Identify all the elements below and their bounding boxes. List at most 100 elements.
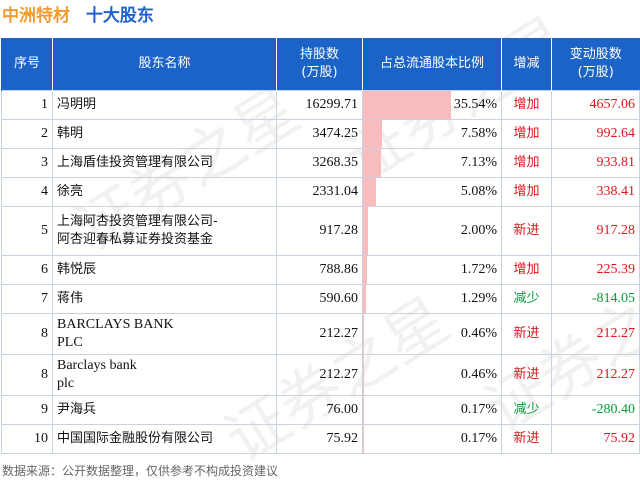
ratio-value: 2.00% — [460, 223, 497, 238]
cell-shares: 75.92 — [276, 424, 363, 454]
cell-ratio: 0.46% — [362, 354, 502, 396]
cell-change-type: 增加 — [501, 148, 552, 178]
cell-name: 韩悦辰 — [52, 255, 277, 285]
name-line: 韩悦辰 — [57, 262, 97, 277]
cell-rank: 6 — [1, 255, 53, 285]
ratio-value: 7.58% — [460, 126, 497, 141]
cell-shares: 212.27 — [276, 354, 363, 396]
name-line: 中国国际金融股份有限公司 — [57, 431, 214, 446]
cell-ratio: 1.72% — [362, 255, 502, 285]
cell-ratio: 7.58% — [362, 119, 502, 149]
cell-change: 225.39 — [551, 255, 640, 285]
ratio-value: 5.08% — [460, 184, 497, 199]
ratio-value: 7.13% — [460, 155, 497, 170]
cell-change: 75.92 — [551, 424, 640, 454]
ratio-value: 0.46% — [460, 367, 497, 382]
ratio-bar — [363, 285, 367, 313]
cell-change-type: 增加 — [501, 255, 552, 285]
ratio-bar — [363, 314, 365, 354]
cell-change: -814.05 — [551, 284, 640, 314]
cell-rank: 8 — [1, 354, 53, 396]
cell-change-type: 减少 — [501, 284, 552, 314]
cell-change-type: 新进 — [501, 354, 552, 396]
header-shares-line2: (万股) — [301, 65, 338, 80]
table-body: 1 冯明明 16299.71 35.54% 增加 4657.06 2 韩明 3474.25 7.5… — [1, 90, 640, 454]
cell-change: 338.41 — [551, 177, 640, 207]
cell-shares: 3268.35 — [276, 148, 363, 178]
cell-name: 徐亮 — [52, 177, 277, 207]
cell-change-type: 增加 — [501, 90, 552, 120]
cell-ratio: 5.08% — [362, 177, 502, 207]
cell-shares: 788.86 — [276, 255, 363, 285]
header-name: 股东名称 — [52, 38, 277, 91]
cell-name: Barclays bank plc — [52, 354, 277, 396]
cell-name: 蒋伟 — [52, 284, 277, 314]
table-row: 6 韩悦辰 788.86 1.72% 增加 225.39 — [1, 255, 640, 285]
ratio-bar — [363, 396, 364, 424]
name-line: 上海盾佳投资管理有限公司 — [57, 155, 214, 170]
table-row: 1 冯明明 16299.71 35.54% 增加 4657.06 — [1, 90, 640, 120]
header-change-line2: (万股) — [577, 65, 614, 80]
table-header-row: 序号 股东名称 持股数 (万股) 占总流通股本比例 增减 变动股数 (万股) — [1, 38, 640, 91]
page-title: 中洲特材 十大股东 — [2, 3, 154, 29]
table-row: 4 徐亮 2331.04 5.08% 增加 338.41 — [1, 177, 640, 207]
cell-ratio: 0.17% — [362, 424, 502, 454]
ratio-value: 0.17% — [460, 402, 497, 417]
ratio-bar — [363, 120, 382, 148]
name-line: 韩明 — [57, 126, 84, 141]
cell-ratio: 2.00% — [362, 206, 502, 256]
table-row: 8 BARCLAYS BANK PLC 212.27 0.46% 新进 212.27 — [1, 313, 640, 355]
page-subtitle: 十大股东 — [85, 6, 154, 26]
name-line: 上海阿杏投资管理有限公司- — [57, 214, 218, 229]
cell-change: 992.64 — [551, 119, 640, 149]
ratio-bar — [363, 425, 364, 453]
name-line: Barclays bank — [57, 358, 137, 373]
cell-change: -280.40 — [551, 395, 640, 425]
ratio-bar — [363, 256, 368, 284]
cell-name: 韩明 — [52, 119, 277, 149]
cell-name: 上海阿杏投资管理有限公司- 阿杏迎春私募证券投资基金 — [52, 206, 277, 256]
cell-shares: 76.00 — [276, 395, 363, 425]
cell-ratio: 0.17% — [362, 395, 502, 425]
ratio-bar — [363, 207, 368, 255]
table-row: 9 尹海兵 76.00 0.17% 减少 -280.40 — [1, 395, 640, 425]
header-shares: 持股数 (万股) — [276, 38, 363, 91]
table-row: 7 蒋伟 590.60 1.29% 减少 -814.05 — [1, 284, 640, 314]
cell-rank: 7 — [1, 284, 53, 314]
cell-rank: 3 — [1, 148, 53, 178]
cell-change: 933.81 — [551, 148, 640, 178]
header-change: 变动股数 (万股) — [551, 38, 640, 91]
name-line: 徐亮 — [57, 184, 84, 199]
data-source-footer: 数据来源：公开数据整理，仅供参考不构成投资建议 — [2, 464, 279, 478]
cell-change-type: 增加 — [501, 177, 552, 207]
cell-shares: 212.27 — [276, 313, 363, 355]
cell-rank: 5 — [1, 206, 53, 256]
ratio-value: 1.72% — [460, 262, 497, 277]
name-line: 尹海兵 — [57, 402, 97, 417]
cell-ratio: 35.54% — [362, 90, 502, 120]
header-rank: 序号 — [1, 38, 53, 91]
table-row: 10 中国国际金融股份有限公司 75.92 0.17% 新进 75.92 — [1, 424, 640, 454]
ratio-value: 1.29% — [460, 291, 497, 306]
cell-change: 212.27 — [551, 354, 640, 396]
company-name: 中洲特材 — [2, 6, 70, 26]
cell-ratio: 1.29% — [362, 284, 502, 314]
ratio-value: 0.46% — [460, 326, 497, 341]
ratio-bar — [363, 149, 381, 177]
cell-ratio: 0.46% — [362, 313, 502, 355]
name-line: 冯明明 — [57, 97, 97, 112]
top-shareholders-table: 序号 股东名称 持股数 (万股) 占总流通股本比例 增减 变动股数 (万股) 1… — [1, 38, 640, 454]
cell-rank: 8 — [1, 313, 53, 355]
ratio-value: 0.17% — [460, 431, 497, 446]
cell-shares: 2331.04 — [276, 177, 363, 207]
ratio-value: 35.54% — [453, 97, 497, 112]
ratio-bar — [363, 91, 451, 119]
cell-change: 212.27 — [551, 313, 640, 355]
cell-shares: 16299.71 — [276, 90, 363, 120]
ratio-bar — [363, 355, 365, 395]
cell-name: BARCLAYS BANK PLC — [52, 313, 277, 355]
cell-rank: 2 — [1, 119, 53, 149]
table-row: 2 韩明 3474.25 7.58% 增加 992.64 — [1, 119, 640, 149]
cell-change-type: 增加 — [501, 119, 552, 149]
cell-rank: 10 — [1, 424, 53, 454]
